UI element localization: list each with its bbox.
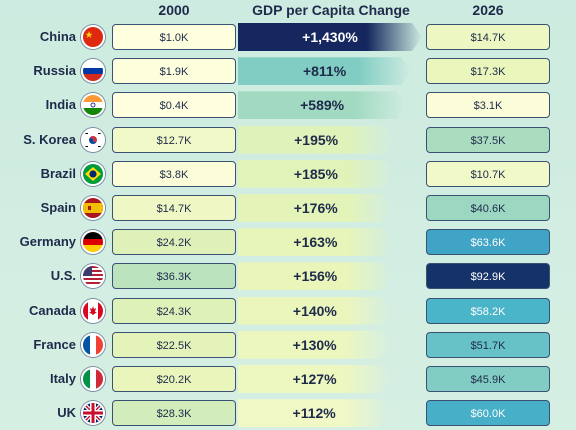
france-flag-icon	[81, 332, 105, 357]
value-2000-cell: $0.4K	[112, 92, 236, 119]
value-2000-cell: $20.2K	[112, 366, 236, 392]
value-2026-cell: $58.2K	[426, 297, 550, 324]
value-2000-cell: $12.7K	[112, 126, 236, 153]
column-header-2000: 2000	[158, 2, 190, 18]
value-2026-cell: $51.7K	[426, 331, 550, 358]
change-bar: +1,430%	[238, 23, 422, 51]
india-flag-icon	[81, 93, 105, 118]
uk-flag-icon	[81, 401, 105, 426]
value-2000-cell: $1.9K	[112, 58, 236, 85]
value-2000-cell: $3.8K	[112, 160, 236, 187]
change-bar: +811%	[238, 57, 411, 85]
germany-flag-icon	[81, 230, 105, 255]
value-2026-cell: $63.6K	[426, 229, 550, 256]
country-label: China	[39, 29, 76, 44]
change-bar: +112%	[238, 399, 390, 427]
value-2000-cell: $1.0K	[112, 24, 236, 50]
country-label: Canada	[29, 302, 76, 318]
china-flag-icon	[81, 25, 105, 49]
change-bar: +176%	[238, 194, 393, 222]
value-2000-cell: $14.7K	[112, 195, 236, 221]
change-bar: +163%	[238, 228, 393, 256]
country-label: S. Korea	[23, 131, 76, 147]
canada-flag-icon	[81, 298, 105, 323]
change-bar: +185%	[238, 160, 394, 188]
change-bar: +195%	[238, 126, 394, 154]
change-bar: +127%	[238, 365, 391, 393]
column-header-change: GDP per Capita Change	[252, 2, 410, 18]
country-label: UK	[57, 405, 76, 421]
value-2026-cell: $45.9K	[426, 366, 550, 392]
change-bar: +156%	[238, 262, 393, 290]
spain-flag-icon	[81, 196, 105, 220]
country-label: India	[45, 97, 76, 113]
italy-flag-icon	[81, 367, 105, 391]
brazil-flag-icon	[81, 161, 105, 186]
value-2026-cell: $60.0K	[426, 400, 550, 427]
country-label: Spain	[40, 200, 76, 215]
value-2000-cell: $22.5K	[112, 331, 236, 358]
south-korea-flag-icon	[81, 127, 105, 152]
country-label: Italy	[49, 371, 76, 386]
country-label: U.S.	[50, 268, 76, 284]
us-flag-icon	[81, 264, 105, 289]
value-2026-cell: $3.1K	[426, 92, 550, 119]
value-2026-cell: $40.6K	[426, 195, 550, 221]
change-bar: +140%	[238, 297, 392, 325]
country-label: Russia	[33, 63, 76, 79]
change-bar: +130%	[238, 331, 391, 359]
column-header-2026: 2026	[472, 2, 504, 18]
value-2026-cell: $37.5K	[426, 126, 550, 153]
value-2000-cell: $24.3K	[112, 297, 236, 324]
change-bar: +589%	[238, 91, 406, 119]
value-2000-cell: $36.3K	[112, 263, 236, 290]
value-2026-cell: $92.9K	[426, 263, 550, 290]
value-2026-cell: $14.7K	[426, 24, 550, 50]
country-label: France	[33, 336, 76, 352]
value-2000-cell: $24.2K	[112, 229, 236, 256]
russia-flag-icon	[81, 59, 105, 84]
value-2000-cell: $28.3K	[112, 400, 236, 427]
value-2026-cell: $17.3K	[426, 58, 550, 85]
country-label: Brazil	[40, 165, 76, 181]
country-label: Germany	[19, 234, 76, 250]
value-2026-cell: $10.7K	[426, 160, 550, 187]
